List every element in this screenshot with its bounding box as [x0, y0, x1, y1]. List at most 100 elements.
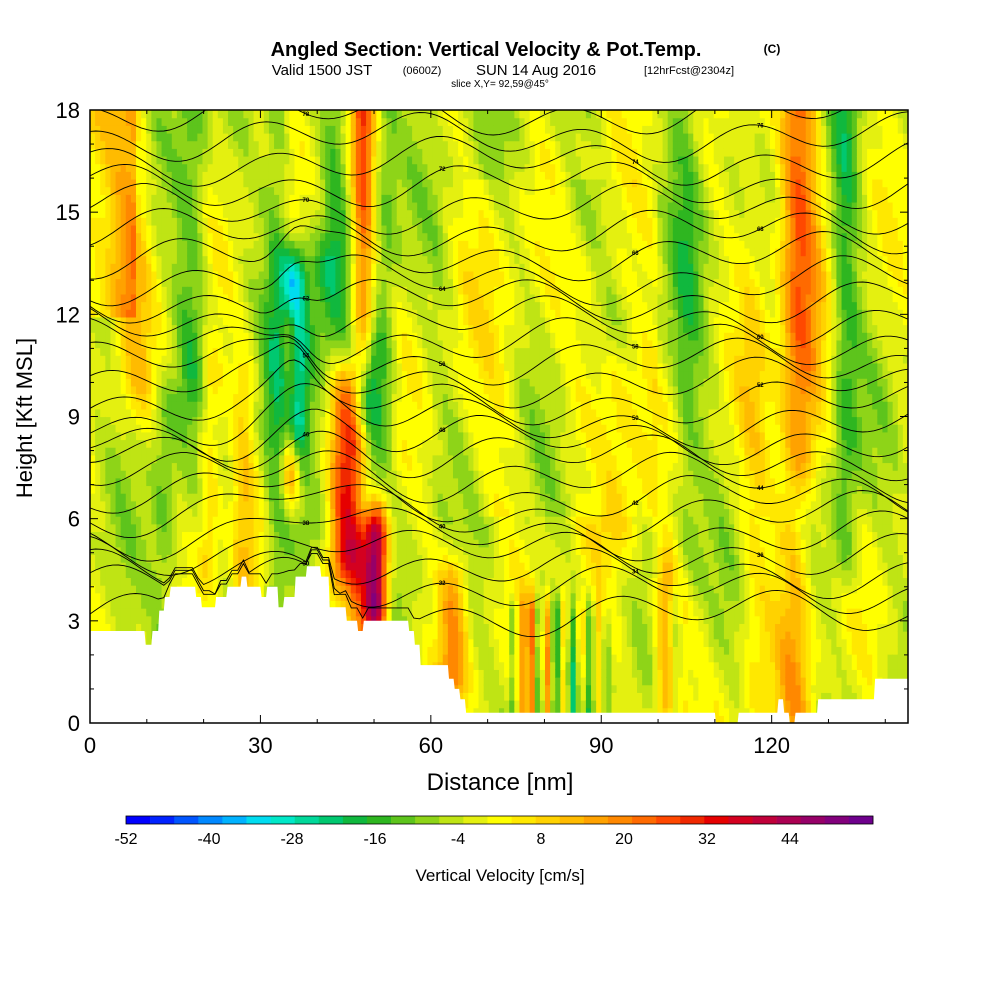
- velocity-cell: [222, 194, 229, 203]
- velocity-cell: [136, 585, 142, 594]
- velocity-cell: [125, 439, 132, 448]
- velocity-cell: [284, 255, 290, 264]
- velocity-cell: [141, 201, 147, 211]
- velocity-cell: [120, 148, 127, 157]
- velocity-cell: [355, 401, 362, 410]
- velocity-cell: [381, 110, 388, 119]
- velocity-cell: [130, 255, 137, 264]
- velocity-cell: [182, 163, 188, 172]
- velocity-cell: [120, 385, 127, 395]
- velocity-cell: [320, 508, 326, 517]
- velocity-cell: [401, 117, 408, 126]
- velocity-cell: [396, 523, 403, 533]
- velocity-cell: [187, 178, 193, 188]
- velocity-cell: [386, 339, 393, 349]
- velocity-cell: [253, 477, 260, 487]
- velocity-cell: [120, 347, 127, 356]
- velocity-cell: [268, 132, 275, 142]
- velocity-cell: [391, 508, 398, 517]
- velocity-cell: [360, 339, 367, 349]
- velocity-cell: [105, 263, 112, 272]
- velocity-cell: [248, 140, 255, 149]
- velocity-cell: [366, 316, 372, 326]
- velocity-cell: [171, 240, 178, 249]
- velocity-cell: [330, 255, 336, 264]
- velocity-cell: [381, 293, 388, 303]
- velocity-cell: [381, 500, 388, 510]
- velocity-cell: [376, 546, 383, 556]
- velocity-cell: [401, 608, 408, 617]
- velocity-cell: [279, 224, 285, 234]
- velocity-cell: [253, 117, 260, 126]
- velocity-cell: [151, 217, 158, 226]
- velocity-cell: [330, 500, 336, 510]
- velocity-cell: [350, 539, 357, 548]
- velocity-cell: [222, 270, 229, 280]
- velocity-cell: [95, 385, 101, 395]
- velocity-cell: [207, 523, 214, 533]
- velocity-cell: [248, 408, 255, 418]
- velocity-cell: [248, 286, 255, 295]
- velocity-cell: [197, 347, 204, 356]
- velocity-cell: [248, 117, 255, 126]
- velocity-cell: [314, 508, 321, 517]
- velocity-cell: [146, 393, 152, 402]
- velocity-cell: [120, 186, 127, 195]
- velocity-cell: [320, 132, 326, 142]
- velocity-cell: [187, 270, 193, 280]
- velocity-cell: [238, 546, 244, 556]
- velocity-cell: [110, 470, 117, 479]
- velocity-cell: [320, 477, 326, 487]
- velocity-cell: [340, 194, 347, 203]
- velocity-cell: [187, 148, 193, 157]
- velocity-cell: [146, 163, 152, 172]
- velocity-cell: [136, 500, 142, 510]
- velocity-cell: [396, 569, 403, 579]
- velocity-cell: [105, 324, 112, 333]
- velocity-cell: [146, 439, 152, 448]
- velocity-cell: [401, 232, 408, 241]
- velocity-cell: [386, 600, 393, 609]
- velocity-cell: [386, 546, 393, 556]
- velocity-cell: [268, 355, 275, 364]
- velocity-cell: [268, 562, 275, 571]
- velocity-cell: [212, 178, 219, 188]
- velocity-cell: [176, 416, 183, 425]
- velocity-cell: [187, 309, 193, 318]
- velocity-cell: [100, 332, 106, 341]
- velocity-cell: [401, 431, 408, 441]
- velocity-cell: [360, 278, 367, 287]
- velocity-cell: [284, 163, 290, 172]
- velocity-cell: [299, 247, 306, 257]
- velocity-cell: [130, 485, 137, 494]
- velocity-cell: [386, 416, 393, 425]
- velocity-cell: [248, 301, 255, 310]
- velocity-cell: [120, 316, 127, 326]
- velocity-cell: [350, 293, 357, 303]
- velocity-cell: [176, 324, 183, 333]
- velocity-cell: [217, 370, 224, 379]
- velocity-cell: [176, 140, 183, 149]
- velocity-cell: [279, 370, 285, 379]
- velocity-cell: [202, 385, 209, 395]
- velocity-cell: [325, 125, 331, 134]
- velocity-cell: [105, 424, 112, 433]
- velocity-cell: [176, 462, 183, 471]
- velocity-cell: [217, 477, 224, 487]
- velocity-cell: [176, 554, 183, 563]
- velocity-cell: [289, 577, 296, 586]
- velocity-cell: [274, 263, 280, 272]
- velocity-cell: [391, 125, 398, 134]
- velocity-cell: [391, 585, 398, 594]
- velocity-cell: [222, 255, 229, 264]
- velocity-cell: [130, 163, 137, 172]
- velocity-cell: [238, 286, 244, 295]
- velocity-cell: [182, 293, 188, 303]
- velocity-cell: [330, 217, 336, 226]
- velocity-cell: [325, 110, 331, 119]
- velocity-cell: [253, 562, 260, 571]
- velocity-cell: [355, 485, 362, 494]
- velocity-cell: [330, 324, 336, 333]
- velocity-cell: [335, 263, 342, 272]
- velocity-cell: [381, 378, 388, 387]
